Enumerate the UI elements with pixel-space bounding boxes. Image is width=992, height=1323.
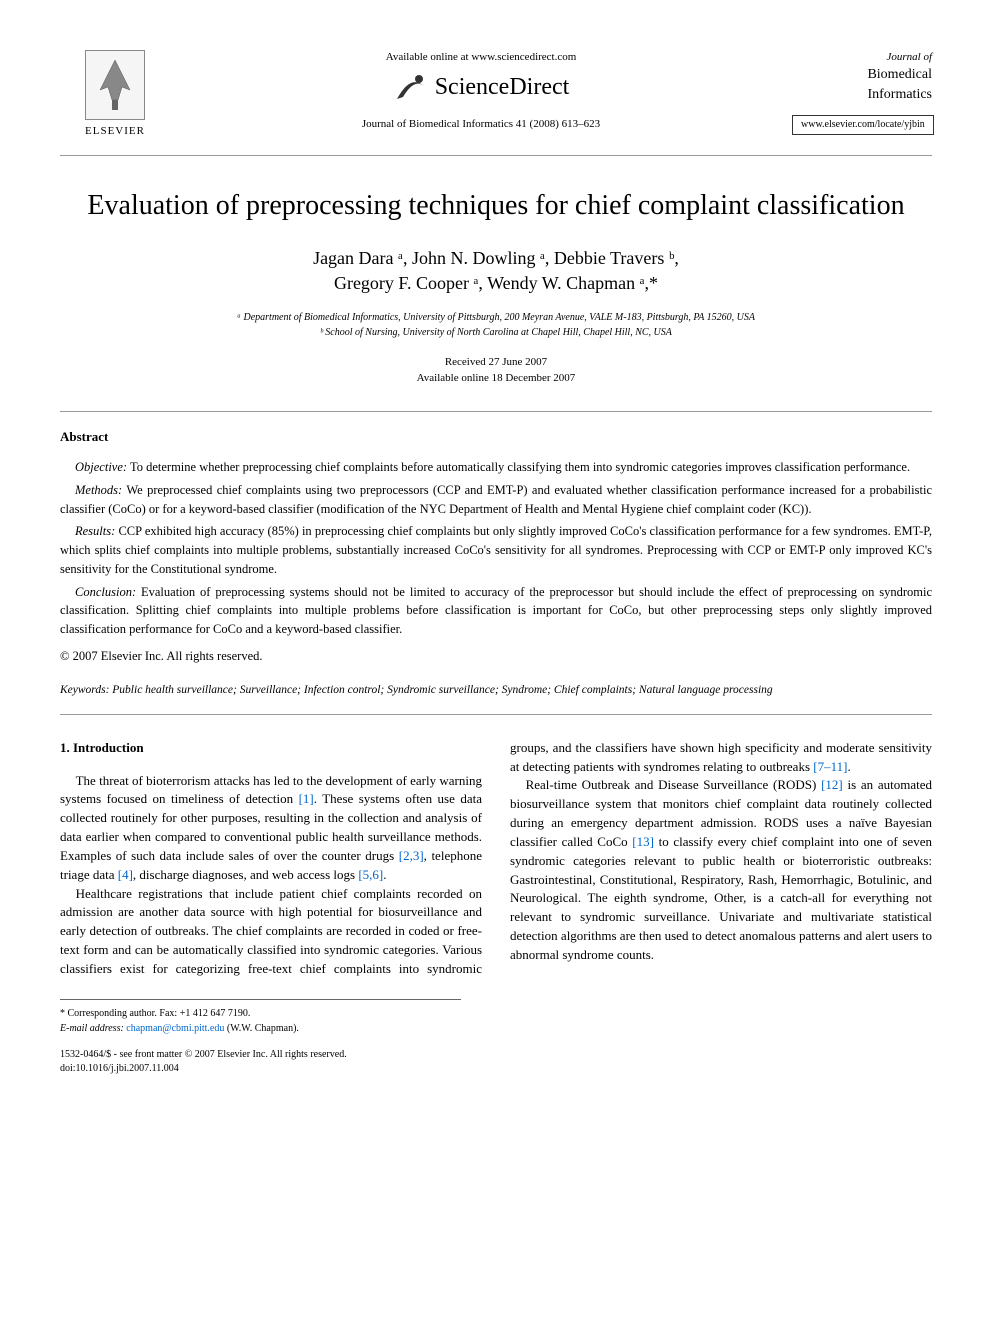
results-label: Results: <box>75 524 115 538</box>
journal-informatics-label: Informatics <box>792 85 932 105</box>
sciencedirect-text: ScienceDirect <box>435 71 570 105</box>
email-label: E-mail address: <box>60 1023 124 1034</box>
body-columns: 1. Introduction The threat of bioterrori… <box>60 739 932 979</box>
doi-block: 1532-0464/$ - see front matter © 2007 El… <box>60 1048 932 1076</box>
abstract-results: Results: CCP exhibited high accuracy (85… <box>60 522 932 578</box>
available-online-date: Available online 18 December 2007 <box>60 370 932 387</box>
affiliations: ᵃ Department of Biomedical Informatics, … <box>60 310 932 340</box>
methods-text: We preprocessed chief complaints using t… <box>60 483 932 516</box>
post-keywords-divider <box>60 714 932 715</box>
corresponding-email[interactable]: chapman@cbmi.pitt.edu <box>126 1023 224 1034</box>
journal-citation: Journal of Biomedical Informatics 41 (20… <box>190 117 772 132</box>
keywords-label: Keywords: <box>60 684 109 696</box>
results-text: CCP exhibited high accuracy (85%) in pre… <box>60 524 932 576</box>
doi-text: doi:10.1016/j.jbi.2007.11.004 <box>60 1062 932 1076</box>
abstract-block: Objective: To determine whether preproce… <box>60 458 932 666</box>
authors-line-1: Jagan Dara ᵃ, John N. Dowling ᵃ, Debbie … <box>60 246 932 271</box>
front-matter-text: 1532-0464/$ - see front matter © 2007 El… <box>60 1048 932 1062</box>
authors: Jagan Dara ᵃ, John N. Dowling ᵃ, Debbie … <box>60 246 932 296</box>
journal-biomedical-label: Biomedical <box>792 65 932 85</box>
abstract-methods: Methods: We preprocessed chief complaint… <box>60 481 932 519</box>
journal-url: www.elsevier.com/locate/yjbin <box>792 115 934 135</box>
journal-of-label: Journal of <box>792 50 932 65</box>
keywords-text: Public health surveillance; Surveillance… <box>109 684 772 696</box>
article-title: Evaluation of preprocessing techniques f… <box>60 186 932 225</box>
received-date: Received 27 June 2007 <box>60 354 932 371</box>
objective-text: To determine whether preprocessing chief… <box>127 460 910 474</box>
methods-label: Methods: <box>75 483 122 497</box>
authors-line-2: Gregory F. Cooper ᵃ, Wendy W. Chapman ᵃ,… <box>60 271 932 296</box>
conclusion-text: Evaluation of preprocessing systems shou… <box>60 585 932 637</box>
intro-heading: 1. Introduction <box>60 739 482 758</box>
conclusion-label: Conclusion: <box>75 585 136 599</box>
email-line: E-mail address: chapman@cbmi.pitt.edu (W… <box>60 1021 461 1036</box>
sciencedirect-icon <box>393 69 429 105</box>
abstract-conclusion: Conclusion: Evaluation of preprocessing … <box>60 583 932 639</box>
elsevier-label: ELSEVIER <box>85 124 145 139</box>
corresponding-text: * Corresponding author. Fax: +1 412 647 … <box>60 1006 461 1021</box>
abstract-objective: Objective: To determine whether preproce… <box>60 458 932 477</box>
corresponding-author-note: * Corresponding author. Fax: +1 412 647 … <box>60 999 461 1036</box>
journal-logo: Journal of Biomedical Informatics www.el… <box>792 50 932 135</box>
elsevier-tree-icon <box>85 50 145 120</box>
keywords: Keywords: Public health surveillance; Su… <box>60 682 932 698</box>
abstract-copyright: © 2007 Elsevier Inc. All rights reserved… <box>60 647 932 666</box>
objective-label: Objective: <box>75 460 127 474</box>
article-dates: Received 27 June 2007 Available online 1… <box>60 354 932 387</box>
abstract-heading: Abstract <box>60 428 932 446</box>
available-online-text: Available online at www.sciencedirect.co… <box>190 50 772 65</box>
center-header: Available online at www.sciencedirect.co… <box>170 50 792 133</box>
email-attribution: (W.W. Chapman). <box>227 1023 299 1034</box>
intro-para-1: The threat of bioterrorism attacks has l… <box>60 772 482 885</box>
sciencedirect-logo: ScienceDirect <box>190 69 772 105</box>
elsevier-logo: ELSEVIER <box>60 50 170 139</box>
pre-abstract-divider <box>60 411 932 412</box>
header-divider <box>60 155 932 156</box>
affiliation-b: ᵇ School of Nursing, University of North… <box>60 325 932 340</box>
affiliation-a: ᵃ Department of Biomedical Informatics, … <box>60 310 932 325</box>
page-header: ELSEVIER Available online at www.science… <box>60 50 932 139</box>
intro-para-3: Real-time Outbreak and Disease Surveilla… <box>510 776 932 964</box>
